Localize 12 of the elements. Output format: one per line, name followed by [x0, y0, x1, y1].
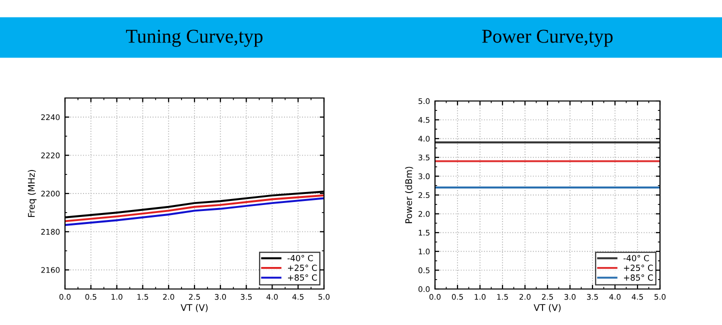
legend-label: -40° C [288, 254, 313, 262]
x-axis-title: VT (V) [180, 304, 208, 312]
y-axis-title: Power (dBm) [405, 166, 414, 224]
y-axis-title: Freq (MHz) [28, 170, 37, 217]
legend-label: +85° C [288, 274, 317, 281]
chart-title: Power Curve,typ [482, 30, 613, 47]
legend-label: +25° C [288, 264, 317, 271]
legend-label: +85° C [624, 274, 653, 281]
chart-title: Tuning Curve,typ [126, 30, 263, 47]
legend-label: +25° C [624, 264, 653, 271]
legend-label: -40° C [624, 254, 649, 262]
x-axis-title: VT (V) [534, 304, 561, 312]
